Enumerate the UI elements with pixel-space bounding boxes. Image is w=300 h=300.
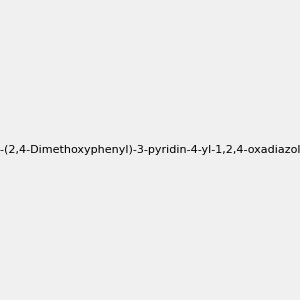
Text: 5-(2,4-Dimethoxyphenyl)-3-pyridin-4-yl-1,2,4-oxadiazole: 5-(2,4-Dimethoxyphenyl)-3-pyridin-4-yl-1… [0, 145, 300, 155]
